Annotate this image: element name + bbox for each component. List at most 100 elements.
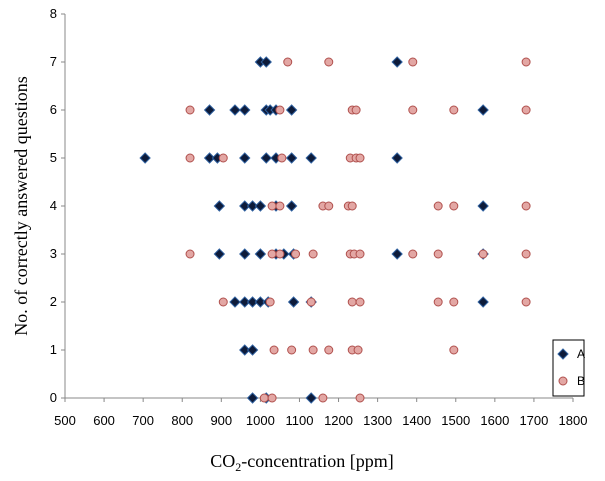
y-ticks: 0 1 2 3 4 5 6 7 8 [50,6,65,405]
data-point-b [324,201,334,211]
data-point-b [185,153,195,163]
data-point-b [291,249,301,259]
data-point-b [351,105,361,115]
x-axis-title-rest: -concentration [ppm] [241,451,393,471]
y-tick-label: 6 [50,102,57,117]
data-point-b [318,393,328,403]
x-tick-label: 1000 [246,413,275,428]
data-point-b [269,345,279,355]
data-point-b [355,249,365,259]
data-point-b [433,201,443,211]
data-point-a [260,152,272,164]
data-point-b [449,105,459,115]
data-point-a [239,344,251,356]
x-axis-title: CO2-concentration [ppm] [210,451,393,474]
series-b [185,57,531,403]
data-point-a [477,296,489,308]
data-point-b [355,153,365,163]
data-point-a [246,296,259,308]
data-point-b [306,297,316,307]
x-tick-label: 500 [54,413,76,428]
x-tick-label: 1100 [285,413,313,428]
data-point-a [229,104,241,116]
data-point-a [239,200,251,212]
data-point-a [391,152,403,164]
x-tick-label: 1600 [480,413,509,428]
data-point-b [277,153,287,163]
y-tick-label: 7 [50,54,57,69]
legend-box [552,339,585,397]
x-tick-label: 1200 [324,413,353,428]
x-tick-label: 1400 [402,413,431,428]
legend: A B [552,339,585,397]
data-point-b [521,249,531,259]
data-point-b [275,105,285,115]
data-point-b [185,249,195,259]
x-tick-label: 1800 [559,413,588,428]
data-point-a [213,248,226,260]
data-point-a [285,152,298,164]
data-point-a [391,248,403,260]
data-point-b [408,105,418,115]
data-point-b [218,297,228,307]
data-point-b [324,57,334,67]
x-tick-label: 700 [132,413,154,428]
legend-marker-b [558,376,568,386]
data-point-a [477,200,489,212]
x-tick-label: 1500 [441,413,470,428]
data-point-b [433,297,443,307]
data-point-a [139,152,151,164]
data-point-b [275,249,285,259]
data-point-b [185,105,195,115]
data-point-a [203,152,216,164]
data-point-b [521,105,531,115]
data-point-b [449,345,459,355]
data-point-a [477,104,489,116]
legend-label-b: B [577,374,585,388]
data-point-a [239,104,251,116]
x-tick-label: 1300 [363,413,392,428]
legend-marker-a [557,348,569,360]
data-point-a [305,392,317,404]
data-point-b [218,153,228,163]
series-layer [139,56,531,404]
y-tick-label: 2 [50,294,57,309]
data-point-a [246,392,259,404]
data-point-b [259,393,269,403]
data-point-a [246,200,259,212]
data-point-a [254,296,267,308]
data-point-b [449,201,459,211]
data-point-a [391,56,403,68]
data-point-a [203,104,216,116]
data-point-a [239,248,251,260]
y-tick-label: 0 [50,390,57,405]
data-point-b [408,249,418,259]
y-tick-label: 5 [50,150,57,165]
data-point-a [287,296,300,308]
legend-label-a: A [577,347,585,361]
data-point-b [267,249,277,259]
data-point-b [265,297,275,307]
data-point-a [285,104,298,116]
x-tick-label: 900 [210,413,232,428]
data-point-b [433,249,443,259]
data-point-a [254,248,267,260]
data-point-a [246,344,259,356]
data-point-b [355,393,365,403]
data-point-b [287,345,297,355]
data-point-a [239,152,251,164]
data-point-b [347,297,357,307]
y-tick-label: 1 [50,342,57,357]
data-point-b [521,201,531,211]
y-tick-label: 8 [50,6,57,21]
data-point-b [267,201,277,211]
data-point-b [308,249,318,259]
data-point-a [305,152,317,164]
data-point-b [275,201,285,211]
data-point-a [260,56,272,68]
x-ticks: 500 600 700 800 900 1000 1100 1200 1300 1400 1500 1… [54,398,587,428]
data-point-b [324,345,334,355]
x-tick-label: 800 [171,413,193,428]
data-point-b [408,57,418,67]
